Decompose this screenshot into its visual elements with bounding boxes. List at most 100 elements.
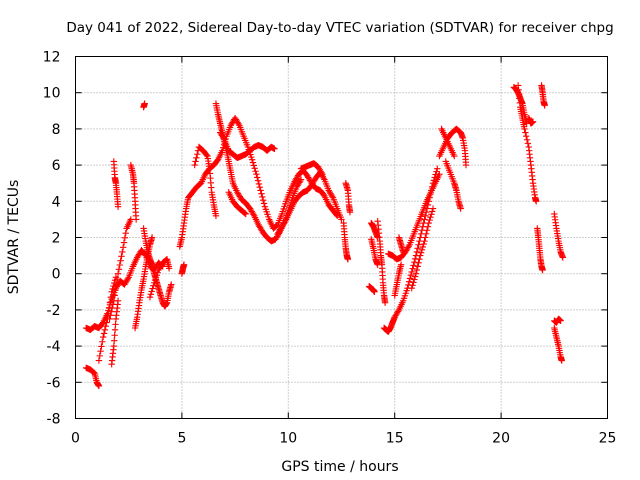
data-point — [451, 152, 458, 160]
data-point — [258, 190, 265, 197]
data-point — [111, 292, 118, 299]
data-point — [319, 170, 326, 178]
data-point — [111, 332, 118, 339]
data-point — [109, 285, 116, 293]
data-point — [114, 203, 122, 210]
data-point — [194, 151, 201, 158]
data-point — [429, 205, 437, 212]
data-point — [98, 343, 105, 350]
data-point — [434, 165, 441, 172]
x-tick-label: 20 — [492, 431, 510, 447]
data-point — [103, 319, 110, 326]
data-point — [419, 243, 426, 251]
data-point — [405, 278, 413, 285]
data-point — [117, 257, 124, 264]
data-point — [112, 321, 119, 328]
data-point — [180, 261, 188, 268]
data-point — [255, 180, 263, 188]
data-point — [558, 357, 565, 364]
data-point — [421, 216, 428, 223]
data-point — [141, 100, 148, 107]
data-point — [428, 208, 436, 215]
data-point — [414, 263, 421, 270]
plot-frame — [75, 56, 608, 419]
data-point — [423, 227, 431, 234]
data-point — [416, 256, 423, 263]
data-point — [522, 129, 529, 136]
data-point — [120, 239, 128, 246]
data-point — [413, 248, 421, 256]
data-point — [400, 248, 407, 256]
data-point — [412, 270, 420, 277]
data-point — [121, 234, 129, 242]
data-point — [191, 161, 198, 169]
y-tick-label: -2 — [47, 303, 61, 319]
data-point — [132, 216, 140, 223]
data-point — [99, 333, 107, 341]
data-point — [409, 265, 416, 272]
data-point — [242, 210, 249, 218]
data-point — [417, 249, 425, 256]
data-point — [97, 347, 104, 355]
data-point — [119, 248, 126, 256]
data-point — [328, 193, 336, 200]
y-tick-label: 4 — [52, 194, 61, 210]
data-markers — [82, 82, 567, 390]
data-point — [414, 245, 421, 252]
data-point — [100, 330, 108, 337]
data-point — [106, 315, 113, 323]
data-point — [254, 174, 261, 181]
x-tick-label: 5 — [177, 431, 186, 447]
data-point — [541, 102, 548, 109]
data-point — [529, 118, 537, 125]
data-point — [539, 266, 546, 274]
data-point — [122, 229, 129, 237]
tick-labels: 0 5 10 15 20 25 -8 -6 -4 -2 0 2 4 6 8 10 12 — [43, 50, 617, 447]
data-point — [110, 342, 118, 350]
y-tick-label: 0 — [52, 267, 61, 283]
data-point — [397, 261, 405, 268]
x-axis-label: GPS time / hours — [281, 459, 398, 475]
data-point — [405, 242, 412, 250]
data-point — [415, 241, 422, 248]
data-point — [253, 170, 260, 178]
data-point — [112, 286, 119, 294]
data-point — [108, 308, 115, 315]
data-point — [111, 337, 118, 344]
y-tick-label: -8 — [47, 412, 61, 428]
data-point — [411, 276, 418, 283]
data-point — [99, 338, 106, 345]
data-point — [168, 281, 175, 288]
data-point — [418, 246, 426, 254]
data-point — [417, 252, 424, 259]
data-point — [114, 270, 122, 277]
data-point — [165, 265, 173, 272]
data-point — [115, 266, 123, 273]
data-point — [241, 210, 249, 217]
data-point — [422, 212, 429, 219]
data-point — [114, 297, 122, 305]
data-point — [523, 136, 531, 143]
data-point — [557, 317, 564, 324]
data-point — [119, 244, 127, 251]
data-point — [524, 140, 532, 147]
data-point — [256, 183, 263, 191]
data-point — [146, 294, 154, 301]
y-tick-label: 2 — [52, 231, 61, 247]
data-point — [113, 281, 120, 288]
y-tick-label: -6 — [47, 375, 61, 391]
data-point — [282, 217, 289, 225]
chart-title: Day 041 of 2022, Sidereal Day-to-day VTE… — [66, 20, 613, 36]
data-point — [111, 326, 119, 334]
data-point — [410, 279, 417, 286]
data-point — [426, 216, 433, 224]
data-point — [107, 294, 115, 301]
data-point — [559, 254, 567, 261]
data-point — [271, 145, 278, 153]
data-point — [192, 158, 199, 165]
data-point — [254, 177, 262, 184]
data-point — [235, 120, 242, 128]
data-point — [413, 266, 421, 274]
data-point — [114, 275, 121, 283]
